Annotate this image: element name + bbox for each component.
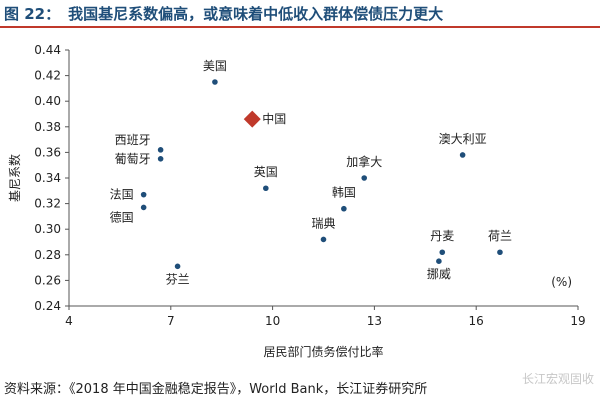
data-label: 德国 bbox=[110, 209, 134, 224]
figure-header: 图 22： 我国基尼系数偏高，或意味着中低收入群体偿债压力更大 bbox=[0, 0, 600, 28]
data-label: 美国 bbox=[203, 59, 227, 73]
x-tick-label: 10 bbox=[265, 314, 280, 328]
data-point bbox=[174, 263, 181, 270]
figure-number: 图 22： bbox=[4, 4, 61, 23]
data-point bbox=[497, 249, 503, 256]
y-tick-label: 0.44 bbox=[34, 43, 61, 57]
data-point bbox=[459, 152, 466, 158]
data-label: 澳大利亚 bbox=[439, 132, 487, 146]
x-tick-label: 19 bbox=[570, 314, 585, 328]
y-tick-label: 0.28 bbox=[34, 248, 61, 262]
y-tick-label: 0.30 bbox=[34, 222, 61, 236]
data-point bbox=[320, 236, 327, 243]
y-tick-label: 0.38 bbox=[34, 120, 61, 134]
x-axis-title: 居民部门债务偿付比率 bbox=[263, 344, 383, 359]
x-axis-unit: (%) bbox=[551, 275, 572, 289]
data-point bbox=[341, 205, 347, 212]
y-tick-label: 0.34 bbox=[34, 171, 61, 185]
data-point-highlight bbox=[243, 110, 261, 128]
data-point bbox=[140, 191, 147, 198]
scatter-chart: 0.24 0.26 0.28 0.30 0.32 0.34 0.36 0.38 0.40 0.42… bbox=[7, 43, 586, 359]
data-point bbox=[436, 258, 442, 264]
y-tick-label: 0.32 bbox=[34, 197, 61, 211]
data-point bbox=[157, 147, 164, 153]
data-point bbox=[212, 79, 218, 85]
y-tick-label: 0.40 bbox=[34, 94, 61, 108]
data-label: 挪威 bbox=[427, 267, 451, 281]
data-label: 韩国 bbox=[332, 185, 356, 200]
data-point bbox=[439, 249, 446, 256]
y-tick-label: 0.42 bbox=[34, 69, 61, 83]
data-point bbox=[140, 204, 147, 211]
x-tick-label: 4 bbox=[65, 314, 73, 328]
data-label: 西班牙 bbox=[115, 133, 151, 147]
data-point bbox=[157, 156, 164, 162]
data-label: 中国 bbox=[262, 111, 286, 126]
data-label: 英国 bbox=[254, 165, 278, 179]
x-tick-label: 16 bbox=[469, 314, 484, 328]
x-tick-label: 13 bbox=[367, 314, 382, 328]
data-label: 丹麦 bbox=[430, 229, 454, 243]
data-label: 瑞典 bbox=[311, 216, 335, 230]
x-tick-label: 7 bbox=[167, 314, 175, 328]
data-label: 芬兰 bbox=[166, 272, 190, 286]
y-tick-label: 0.36 bbox=[34, 145, 61, 159]
chart-axes: 0.24 0.26 0.28 0.30 0.32 0.34 0.36 0.38 0.40 0.42… bbox=[7, 43, 586, 359]
y-tick-label: 0.24 bbox=[34, 299, 61, 313]
chart-title: 我国基尼系数偏高，或意味着中低收入群体偿债压力更大 bbox=[68, 4, 444, 23]
data-point bbox=[263, 185, 269, 192]
y-tick-label: 0.26 bbox=[34, 273, 61, 287]
watermark: 长江宏观固收 bbox=[521, 372, 594, 386]
data-label: 荷兰 bbox=[488, 229, 512, 243]
data-point bbox=[361, 175, 368, 181]
data-label: 法国 bbox=[110, 188, 134, 202]
data-label: 葡萄牙 bbox=[115, 152, 151, 166]
source-note: 资料来源：《2018 年中国金融稳定报告》，World Bank，长江证券研究所 bbox=[4, 382, 428, 397]
y-axis-title: 基尼系数 bbox=[7, 154, 22, 202]
data-label: 加拿大 bbox=[346, 154, 382, 169]
